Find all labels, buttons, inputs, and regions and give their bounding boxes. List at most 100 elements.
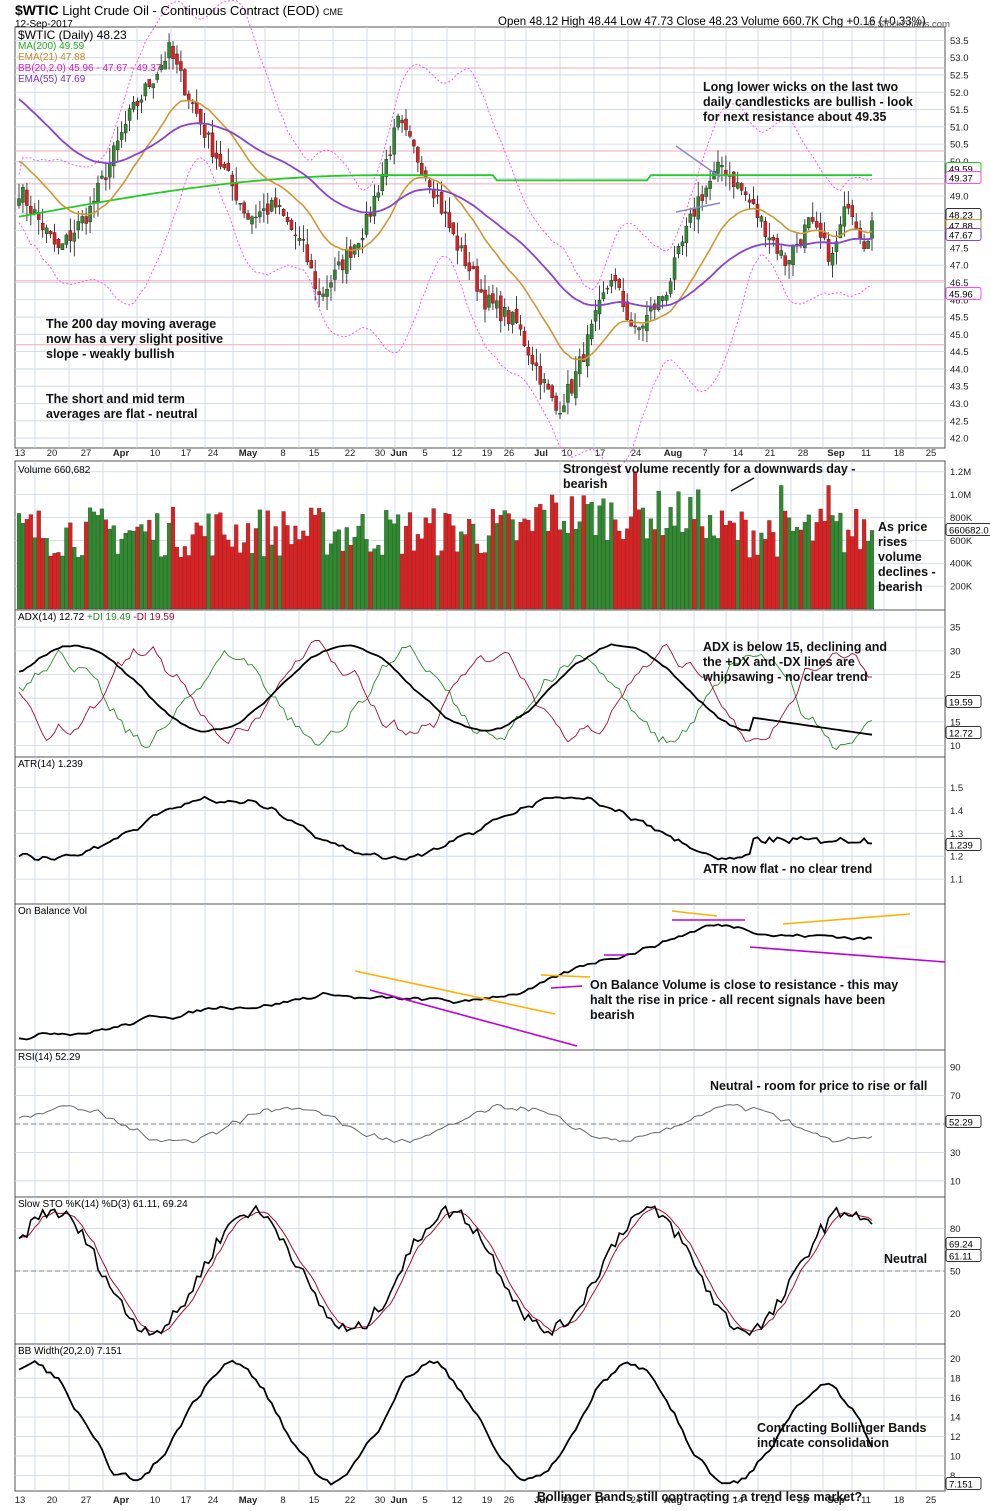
rsi-tick-label: 10 <box>950 1176 961 1187</box>
obv-support-line <box>550 985 583 989</box>
obv-resistance-line <box>354 970 556 1015</box>
volume-bar <box>779 485 784 610</box>
annotation-ma200: The 200 day moving average now has a ver… <box>46 317 223 362</box>
volume-bar <box>708 515 713 610</box>
rsi-tag-box <box>945 1115 982 1128</box>
price-tick-label: 51.5 <box>950 105 969 116</box>
candle-down <box>732 171 736 187</box>
candle-down <box>799 239 803 245</box>
volume-bar <box>818 508 823 610</box>
volume-bar <box>415 534 420 610</box>
volume-bar <box>103 519 108 610</box>
candle-up <box>337 261 341 266</box>
volume-bar <box>696 489 701 610</box>
volume-bar <box>636 509 642 610</box>
volume-bar <box>589 502 594 610</box>
volume-bar <box>80 555 85 610</box>
price-tag-close: 48.23 <box>949 211 973 222</box>
candle-up <box>250 216 254 225</box>
volume-bar <box>281 511 286 610</box>
rsi-tag: 52.29 <box>949 1118 973 1129</box>
candle-up <box>76 221 80 231</box>
volume-bar <box>411 550 416 610</box>
candle-up <box>684 225 689 244</box>
volume-bar <box>344 527 349 610</box>
candle-down <box>463 245 467 267</box>
x-tick-label-top: Apr <box>113 448 130 459</box>
candle-up <box>688 213 693 223</box>
candle-up <box>269 199 274 212</box>
annotation-rsi: Neutral - room for price to rise or fall <box>710 1079 928 1093</box>
anno-line: The short and mid term <box>46 392 185 406</box>
x-tick-label-top: 13 <box>15 448 26 459</box>
candle-up <box>262 208 266 211</box>
volume-bar <box>439 550 444 610</box>
volume-bar <box>522 518 527 610</box>
candle-up <box>167 42 171 59</box>
volume-bar <box>234 524 239 610</box>
volume-bar <box>155 513 160 610</box>
x-tick-label-bottom: 30 <box>375 1495 386 1506</box>
volume-bar <box>482 552 488 610</box>
volume-bar <box>238 552 243 610</box>
candle-down <box>692 208 697 217</box>
x-tick-label-bottom: Aug <box>664 1495 683 1506</box>
price-tag-ema55-box <box>945 228 982 241</box>
x-tick-label-top: May <box>239 448 258 459</box>
anno-line: Strongest volume recently for a downward… <box>563 462 856 476</box>
watermark: © StockCharts.com <box>868 19 950 30</box>
volume-bar <box>826 485 831 610</box>
volume-bar <box>854 508 859 610</box>
x-tick-label-bottom: 26 <box>504 1495 515 1506</box>
x-tick-label-top: 20 <box>47 448 58 459</box>
price-tick-label: 52.5 <box>950 70 969 81</box>
x-tick-label-bottom: 15 <box>309 1495 320 1506</box>
volume-bar <box>178 556 183 610</box>
volume-bar <box>601 498 606 610</box>
candle-down <box>368 213 373 217</box>
volume-bar <box>206 513 211 610</box>
candle-up <box>767 237 772 241</box>
volume-bar <box>561 520 567 610</box>
volume-tick-label: 1.2M <box>950 467 971 478</box>
candle-up <box>542 379 546 384</box>
x-tick-label-bottom: May <box>239 1495 258 1506</box>
volume-bar <box>56 552 61 610</box>
anno-line: averages are flat - neutral <box>46 407 198 421</box>
anno-line: slope - weakly bullish <box>46 347 175 361</box>
minus-di-label: -DI 19.59 <box>133 612 175 623</box>
volume-bar <box>340 550 345 610</box>
volume-bar <box>115 553 120 610</box>
candle-down <box>846 203 851 209</box>
annotation-bb-still: Bollinger Bands still contracting - a tr… <box>537 1490 863 1504</box>
volume-bar <box>656 490 661 610</box>
candle-down <box>404 118 408 131</box>
candle-up <box>641 325 645 329</box>
anno-line: As price <box>878 520 928 534</box>
volume-bar <box>518 522 523 610</box>
x-tick-label-bottom: 17 <box>595 1495 606 1506</box>
volume-bar <box>727 520 732 610</box>
candle-down <box>435 195 440 197</box>
ohlc-readout: Open 48.12 High 48.44 Low 47.73 Close 48… <box>498 16 926 28</box>
chart-header-title: $WTIC Light Crude Oil - Continuous Contr… <box>15 2 343 18</box>
x-tick-label-top: 5 <box>422 448 427 459</box>
plus-di-line <box>18 644 873 750</box>
x-tick-label-top: 14 <box>733 448 744 459</box>
bbw-tick-label: 20 <box>950 1354 961 1365</box>
candle-down <box>84 216 88 224</box>
candle-down <box>289 219 294 230</box>
volume-bar <box>400 553 405 610</box>
volume-bar <box>297 539 302 610</box>
x-tick-label-bottom: 24 <box>631 1495 642 1506</box>
anno-line: ADX is below 15, declining and <box>703 640 888 654</box>
candle-down <box>187 93 191 101</box>
bbw-legend: BB Width(20,2.0) 7.151 <box>18 1346 122 1357</box>
volume-bar <box>621 539 626 610</box>
volume-tag: 660682.0 <box>949 526 989 537</box>
volume-bar <box>20 522 25 610</box>
volume-bar <box>265 510 270 610</box>
annotation-wicks: Long lower wicks on the last two daily c… <box>703 80 913 125</box>
candle-down <box>104 177 108 180</box>
volume-tick-label: 400K <box>950 559 973 570</box>
